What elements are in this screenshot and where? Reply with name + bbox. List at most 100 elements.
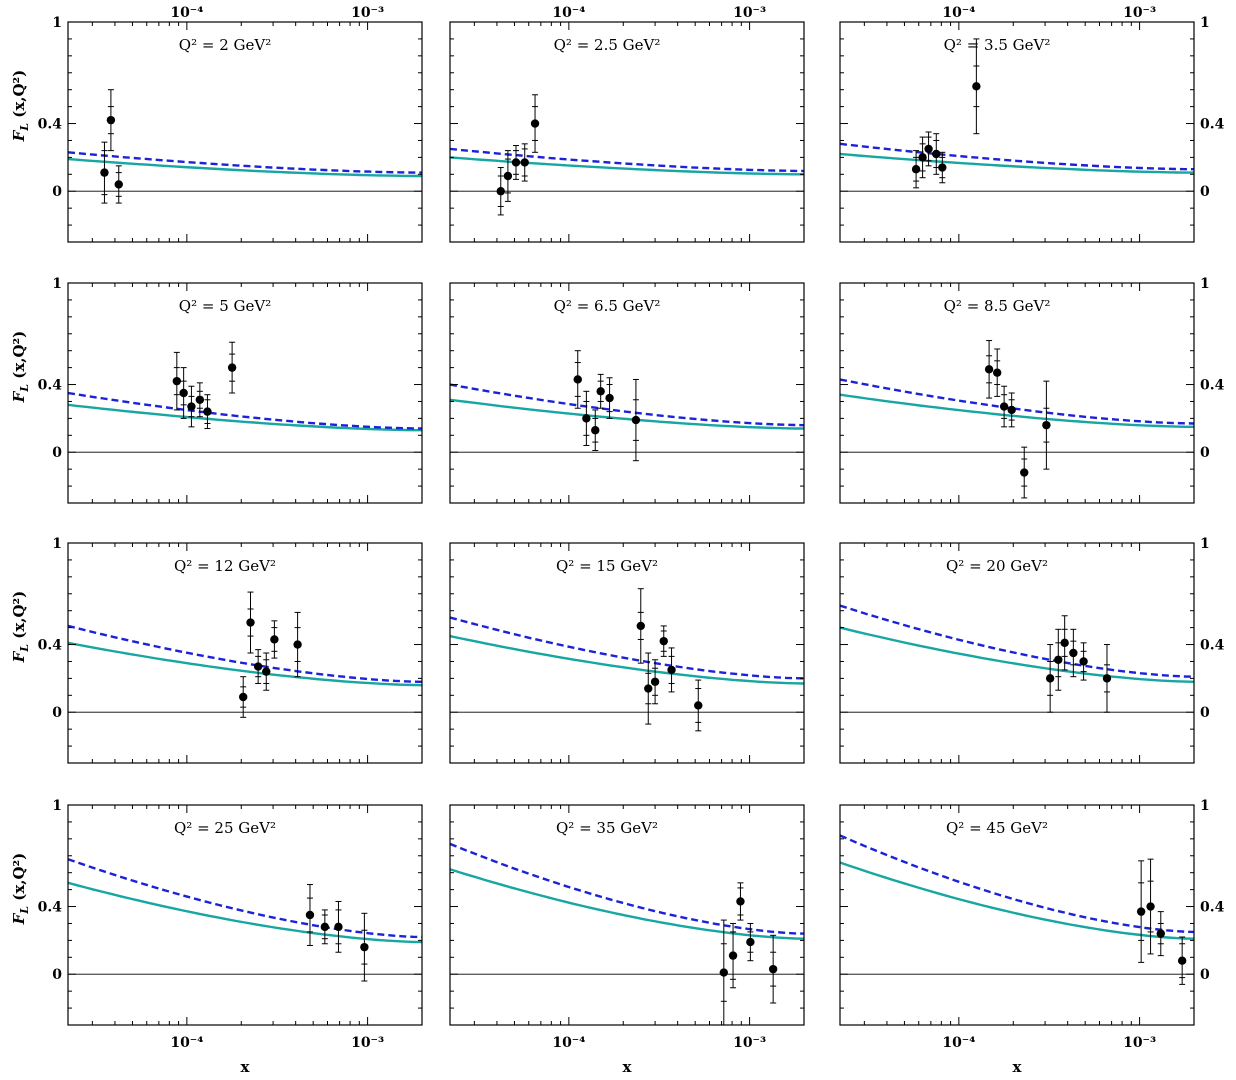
y-axis-label: FL (x,Q²) bbox=[10, 591, 31, 664]
data-point bbox=[305, 884, 315, 946]
data-marker bbox=[511, 158, 521, 167]
y-tick-label: 0 bbox=[1200, 967, 1210, 983]
data-marker bbox=[203, 407, 212, 416]
y-axis-label: FL (x,Q²) bbox=[10, 70, 31, 143]
panel-title: Q² = 2.5 GeV² bbox=[554, 36, 661, 54]
data-marker bbox=[187, 402, 196, 411]
y-tick-label: 0 bbox=[52, 967, 62, 983]
panel-title: Q² = 8.5 GeV² bbox=[944, 297, 1051, 315]
data-point bbox=[918, 136, 927, 179]
panel-frame bbox=[449, 21, 805, 243]
data-point bbox=[728, 922, 738, 989]
data-marker bbox=[972, 82, 981, 91]
data-point bbox=[503, 150, 513, 202]
solid-curve bbox=[840, 393, 1194, 428]
data-marker bbox=[591, 426, 600, 435]
data-point bbox=[293, 611, 302, 678]
data-marker bbox=[984, 365, 994, 374]
data-point bbox=[360, 912, 369, 982]
panel-frame bbox=[67, 21, 423, 243]
data-point bbox=[270, 620, 279, 659]
data-point bbox=[1156, 911, 1165, 957]
x-tick-label: 10⁻⁴ bbox=[170, 1035, 203, 1051]
data-marker bbox=[1156, 929, 1165, 938]
data-point bbox=[911, 150, 921, 189]
x-tick-label: 10⁻³ bbox=[733, 1035, 766, 1051]
data-marker bbox=[993, 368, 1002, 377]
panel-1: Q² = 2 GeV² 0 0.4 1 FL (x,Q²) 10⁻⁴ 10⁻³ bbox=[10, 5, 423, 243]
x-tick-label-top: 10⁻⁴ bbox=[170, 5, 203, 21]
data-marker bbox=[924, 144, 933, 154]
data-marker bbox=[1136, 907, 1146, 916]
data-point bbox=[238, 676, 248, 718]
data-point bbox=[1045, 644, 1055, 713]
y-tick-label: 0.4 bbox=[38, 900, 63, 916]
y-tick-label: 0.4 bbox=[1200, 117, 1225, 133]
panel-frame bbox=[839, 542, 1195, 764]
data-marker bbox=[932, 149, 941, 159]
data-point bbox=[667, 647, 676, 693]
data-point bbox=[636, 588, 645, 664]
data-point bbox=[659, 625, 668, 657]
panel-title: Q² = 12 GeV² bbox=[174, 557, 276, 575]
data-point bbox=[924, 131, 933, 167]
panel-title: Q² = 45 GeV² bbox=[946, 819, 1048, 837]
data-point bbox=[1177, 936, 1187, 985]
data-marker bbox=[360, 942, 369, 952]
data-marker bbox=[238, 692, 248, 702]
x-tick-label: 10⁻⁴ bbox=[552, 1035, 585, 1051]
y-tick-label: 1 bbox=[1200, 15, 1210, 31]
data-marker bbox=[605, 393, 614, 403]
data-point bbox=[511, 145, 521, 180]
data-point bbox=[999, 385, 1009, 428]
x-axis-label: x bbox=[1013, 1058, 1023, 1076]
panel-10: Q² = 25 GeV² 0 0.4 1 FL (x,Q²) 10⁻⁴ 10⁻³ x bbox=[10, 798, 423, 1076]
panel-11: Q² = 35 GeV² 10⁻⁴ 10⁻³ x bbox=[449, 804, 805, 1076]
panel-title: Q² = 35 GeV² bbox=[556, 819, 658, 837]
y-tick-label: 1 bbox=[52, 798, 62, 814]
data-point bbox=[496, 167, 505, 216]
panel-6: Q² = 8.5 GeV² 0 0.4 1 bbox=[839, 276, 1225, 504]
solid-curve bbox=[68, 157, 422, 178]
x-axis-label: x bbox=[241, 1058, 251, 1076]
y-tick-label: 1 bbox=[1200, 276, 1210, 292]
data-point bbox=[938, 151, 947, 184]
data-marker bbox=[918, 153, 927, 162]
data-marker bbox=[503, 171, 513, 181]
x-tick-label-top: 10⁻³ bbox=[351, 5, 384, 21]
y-tick-label: 1 bbox=[1200, 536, 1210, 552]
data-point bbox=[631, 378, 641, 462]
dashed-curve bbox=[450, 842, 804, 935]
x-tick-label-top: 10⁻⁴ bbox=[552, 5, 585, 21]
data-marker bbox=[999, 402, 1009, 411]
solid-curve bbox=[840, 626, 1194, 683]
y-tick-label: 0.4 bbox=[38, 378, 63, 394]
dashed-curve bbox=[840, 604, 1194, 678]
data-point bbox=[1069, 628, 1078, 678]
dashed-curve bbox=[840, 142, 1194, 171]
data-marker bbox=[114, 180, 123, 189]
y-axis-label: FL (x,Q²) bbox=[10, 853, 31, 926]
panel-frame bbox=[67, 542, 423, 764]
data-point bbox=[227, 341, 237, 394]
data-point bbox=[1007, 392, 1016, 428]
data-point bbox=[768, 934, 778, 1004]
panel-12: Q² = 45 GeV² 0 0.4 1 10⁻⁴ 10⁻³ x bbox=[839, 798, 1225, 1076]
data-marker bbox=[172, 376, 182, 386]
data-marker bbox=[320, 922, 330, 932]
y-tick-label: 1 bbox=[1200, 798, 1210, 814]
data-point bbox=[1042, 380, 1051, 470]
data-marker bbox=[1060, 638, 1069, 648]
data-marker bbox=[728, 951, 738, 960]
data-point bbox=[605, 377, 614, 419]
panel-title: Q² = 6.5 GeV² bbox=[554, 297, 661, 315]
panel-frame bbox=[449, 804, 805, 1026]
y-tick-label: 0.4 bbox=[1200, 378, 1225, 394]
dashed-curve bbox=[68, 858, 422, 939]
solid-curve bbox=[450, 634, 804, 685]
data-marker bbox=[293, 640, 302, 649]
x-tick-label-top: 10⁻³ bbox=[733, 5, 766, 21]
dashed-curve bbox=[68, 624, 422, 683]
x-tick-label: 10⁻³ bbox=[1123, 1035, 1156, 1051]
